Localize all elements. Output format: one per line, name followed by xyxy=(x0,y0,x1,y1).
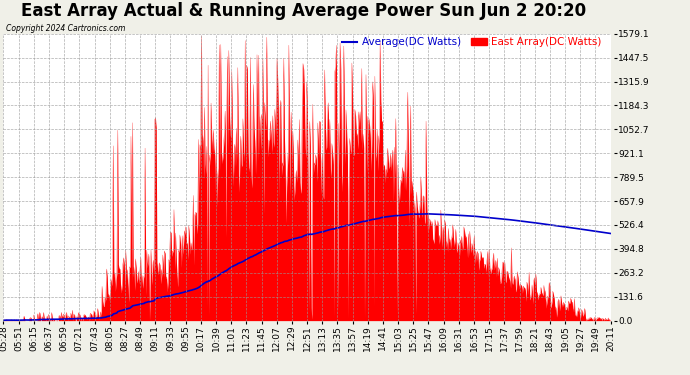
Text: East Array Actual & Running Average Power Sun Jun 2 20:20: East Array Actual & Running Average Powe… xyxy=(21,2,586,20)
Legend: Average(DC Watts), East Array(DC Watts): Average(DC Watts), East Array(DC Watts) xyxy=(337,33,605,51)
Text: Copyright 2024 Cartronics.com: Copyright 2024 Cartronics.com xyxy=(6,24,125,33)
